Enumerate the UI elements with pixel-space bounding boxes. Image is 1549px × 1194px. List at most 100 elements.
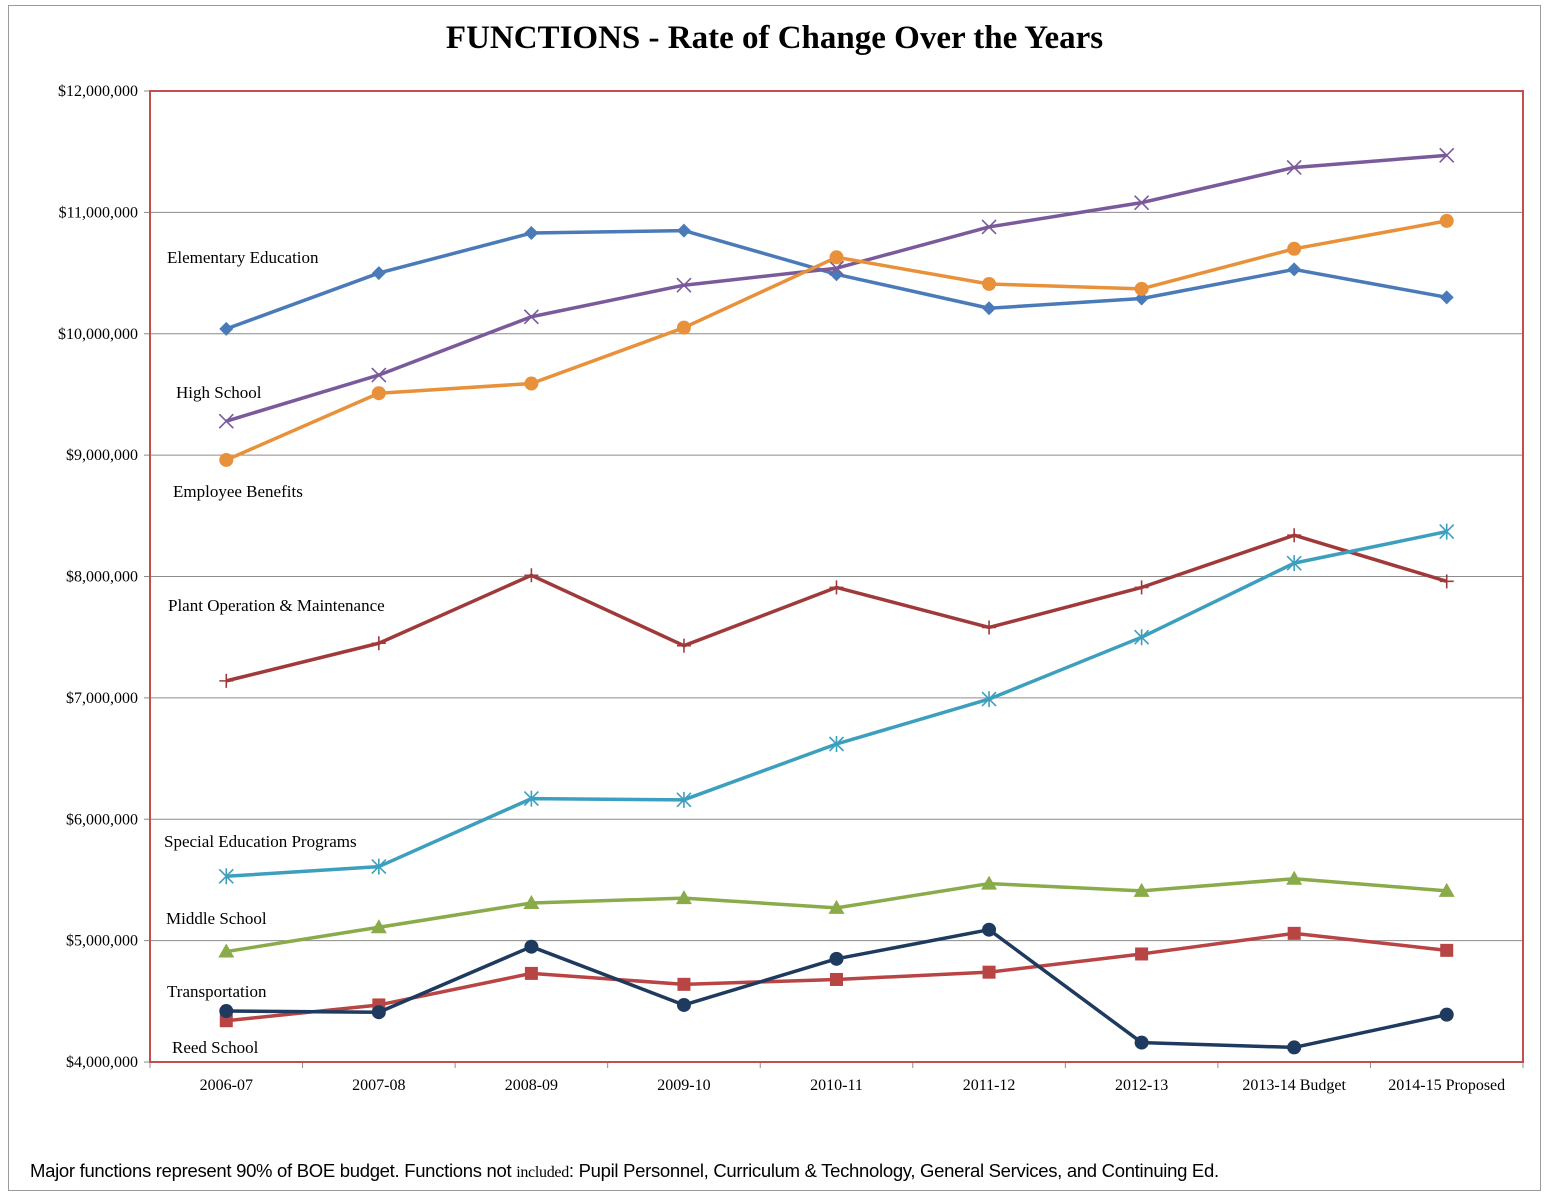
y-axis: $4,000,000 $5,000,000 $6,000,000 $7,000,000… (58, 83, 150, 1071)
data-point (218, 943, 235, 958)
data-point (219, 452, 234, 467)
data-point (219, 1014, 233, 1028)
data-point (1439, 290, 1454, 305)
data-point (1135, 947, 1149, 961)
chart-frame (8, 5, 1541, 1191)
series-middle-school (218, 870, 1455, 958)
series-line (226, 927, 1448, 1050)
data-point (1286, 555, 1302, 572)
data-point (523, 894, 540, 909)
series-label-employee-benefits: Employee Benefits (173, 482, 303, 501)
data-point (981, 219, 997, 235)
data-point (1286, 159, 1302, 176)
data-point (524, 376, 539, 391)
data-point (676, 997, 691, 1012)
data-point (1287, 241, 1302, 256)
data-point (524, 568, 539, 583)
x-tick-label: 2009-10 (657, 1077, 710, 1094)
plot-area-border (149, 90, 1524, 1063)
x-tick-label: 2010-11 (810, 1077, 863, 1094)
y-tick-label: $6,000,000 (66, 811, 138, 828)
series-label-elementary-education: Elementary Education (167, 248, 319, 267)
y-tick-label: $7,000,000 (66, 690, 138, 707)
series-line (225, 153, 1447, 423)
data-point (1287, 528, 1302, 543)
series-label-reed-school: Reed School (172, 1038, 259, 1057)
data-point (219, 1004, 234, 1019)
data-point (1438, 882, 1455, 897)
y-tick-label: $5,000,000 (66, 933, 138, 950)
x-tick-label: 2011-12 (963, 1077, 1016, 1094)
data-point (676, 277, 692, 293)
data-point (1286, 870, 1303, 885)
data-point (676, 638, 691, 653)
data-point (1439, 147, 1455, 163)
data-point (524, 939, 539, 954)
data-point (1133, 882, 1150, 897)
data-point (981, 691, 997, 708)
data-point (982, 922, 997, 937)
data-point (1134, 281, 1149, 296)
data-point (828, 260, 845, 276)
data-point (830, 972, 843, 986)
footnote-text-2: included (516, 1164, 569, 1181)
x-tick-label: 2007-08 (352, 1077, 405, 1094)
series-label-special-education-programs: Special Education Programs (164, 832, 357, 851)
series-label-middle-school: Middle School (166, 909, 267, 928)
data-point (1439, 523, 1455, 540)
y-tick-label: $4,000,000 (66, 1054, 138, 1071)
data-point (371, 1005, 386, 1020)
series-employee-benefits (219, 213, 1454, 467)
series-high-school (218, 147, 1455, 429)
y-tick-label: $10,000,000 (58, 326, 138, 343)
footnote: Major functions represent 90% of BOE bud… (30, 1160, 1219, 1182)
footnote-text-1: Major functions represent 90% of BOE bud… (30, 1160, 517, 1181)
series-line (225, 533, 1448, 683)
data-point (371, 386, 386, 401)
data-point (524, 226, 539, 241)
data-point (218, 413, 234, 429)
data-point (828, 735, 845, 752)
data-point (982, 965, 996, 979)
x-tick-label: 2014-15 Proposed (1388, 1077, 1505, 1094)
x-tick-label: 2006-07 (200, 1077, 253, 1094)
data-point (524, 966, 538, 980)
data-point (829, 951, 844, 966)
data-point (981, 875, 998, 890)
series-reed-school (219, 922, 1454, 1055)
data-point (1287, 262, 1302, 277)
series-group (218, 147, 1455, 1055)
series-special-education-programs (218, 523, 1455, 885)
data-point (523, 309, 539, 325)
data-point (828, 899, 845, 914)
data-point (1134, 629, 1150, 646)
x-tick-label: 2008-09 (505, 1077, 558, 1094)
data-point (1439, 213, 1454, 228)
data-point (676, 223, 691, 238)
x-axis: 2006-07 2007-08 2008-09 2009-10 2010-11 2011-… (149, 1062, 1524, 1094)
series-label-transportation: Transportation (167, 982, 267, 1001)
series-elementary-education (219, 223, 1454, 336)
y-tick-label: $11,000,000 (59, 204, 138, 221)
footnote-text-3: : Pupil Personnel, Curriculum & Technolo… (568, 1160, 1219, 1181)
data-point (1287, 926, 1301, 940)
data-point (829, 580, 844, 595)
data-point (1134, 195, 1150, 211)
series-plant-operation-and-maintenance (219, 528, 1454, 688)
data-point (1134, 580, 1149, 595)
data-point (219, 321, 234, 336)
data-point (371, 367, 387, 383)
x-tick-label: 2012-13 (1115, 1077, 1168, 1094)
chart-title: FUNCTIONS - Rate of Change Over the Year… (445, 20, 1104, 56)
data-point (982, 620, 997, 635)
data-point (676, 791, 692, 808)
gridlines (150, 90, 1523, 1063)
data-point (677, 977, 691, 991)
data-point (218, 868, 234, 885)
data-point (982, 276, 997, 291)
data-point (1440, 943, 1454, 957)
data-point (675, 890, 692, 905)
data-point (1287, 1040, 1302, 1055)
data-point (370, 919, 387, 934)
